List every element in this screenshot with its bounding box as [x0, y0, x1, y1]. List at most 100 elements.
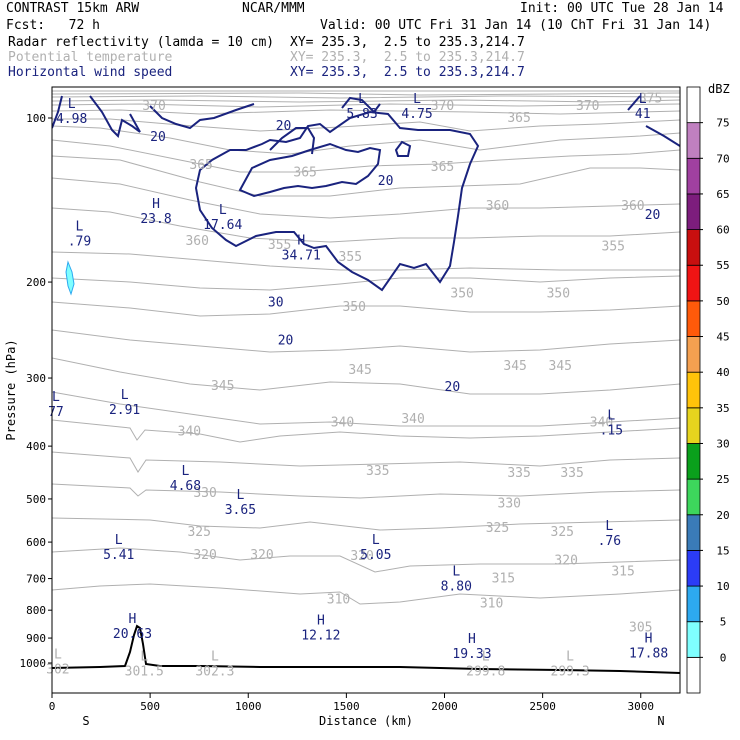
extremum-kind: L [76, 220, 84, 235]
theta-contour [52, 301, 680, 317]
colorbar-label: 55 [716, 259, 729, 272]
wind-contour-loop-small [394, 140, 412, 157]
theta-label: 355 [268, 238, 291, 253]
theta-contour [52, 391, 680, 427]
theta-contour [52, 483, 680, 499]
colorbar-label: 5 [720, 616, 727, 629]
extremum-value: 4.98 [56, 112, 87, 127]
extremum-value: 299.3 [551, 665, 590, 680]
plot-frame [51, 86, 681, 694]
extremum-kind: L [211, 650, 219, 665]
extremum-value: 41 [635, 107, 651, 122]
extremum-value: 299.8 [466, 665, 505, 680]
wind-contour-label: 20 [445, 380, 461, 395]
theta-label: 350 [342, 300, 365, 315]
theta-contours [52, 90, 680, 605]
theta-label: 340 [401, 412, 424, 427]
theta-label: 345 [211, 379, 234, 394]
y-tick-label: 200 [26, 276, 46, 289]
wind-contour-30 [238, 142, 382, 198]
theta-label: 335 [560, 466, 583, 481]
extremum-kind: L [482, 650, 490, 665]
wind-contour-label: 30 [268, 295, 284, 310]
theta-contour [52, 583, 680, 605]
extremum-value: 2.91 [109, 403, 140, 418]
colorbar-label: 15 [716, 544, 729, 557]
colorbar: 0 5 10 15 20 25 30 35 40 45 50 55 60 65 70 75 [686, 86, 730, 694]
extremum-kind: H [468, 632, 476, 647]
theta-label: 360 [621, 199, 644, 214]
wind-contour-20-main [194, 110, 480, 292]
y-tick-label: 800 [26, 604, 46, 617]
theta-contour [52, 517, 680, 531]
colorbar-swatch [686, 336, 701, 373]
terrain-line [52, 624, 680, 674]
y-tick-label: 1000 [20, 657, 47, 670]
colorbar-swatch [686, 621, 701, 658]
colorbar-label: 25 [716, 473, 729, 486]
wind-contour-label: 20 [278, 334, 294, 349]
colorbar-label: 20 [716, 509, 729, 522]
theta-contour [52, 109, 680, 115]
extremum-value: 4.75 [401, 107, 432, 122]
colorbar-label: 30 [716, 437, 729, 450]
extremum-kind: L [452, 565, 460, 580]
colorbar-label: 50 [716, 295, 729, 308]
x-tick-label: 2000 [431, 700, 458, 713]
colorbar-swatch [686, 86, 701, 124]
extremum-kind: L [182, 464, 190, 479]
theta-label: 345 [503, 359, 526, 374]
theta-contour [52, 451, 680, 473]
extremum-kind: H [297, 234, 305, 249]
colorbar-swatch [686, 264, 701, 302]
extremum-value: 17.64 [203, 218, 242, 233]
theta-label: 335 [507, 466, 530, 481]
y-tick-label: 400 [26, 440, 46, 453]
extremum-kind: H [152, 197, 160, 212]
colorbar-swatch [686, 122, 701, 159]
theta-label: 315 [611, 565, 634, 580]
extremum-kind: L [358, 92, 366, 107]
extremum-value: .79 [68, 235, 91, 250]
y-axis: 100 200 300 400 500 600 700 800 900 1000 [20, 112, 52, 670]
colorbar-swatch [686, 229, 701, 266]
theta-label: 350 [450, 287, 473, 302]
wind-contour-upper-left-b [149, 103, 255, 130]
x-tick-label: 500 [140, 700, 160, 713]
x-axis-start-label: S [82, 714, 89, 728]
theta-contour [52, 118, 680, 132]
wind-contour-right-edge [627, 95, 680, 147]
theta-contour [52, 155, 680, 197]
theta-label: 360 [486, 199, 509, 214]
theta-label: 335 [366, 464, 389, 479]
wind-contour-label: 20 [378, 174, 394, 189]
field-wind-name: Horizontal wind speed [8, 65, 173, 80]
theta-label: 320 [193, 548, 216, 563]
extremum-value: 5.05 [360, 548, 391, 563]
theta-label: 330 [193, 486, 216, 501]
extremum-value: 5.83 [346, 107, 377, 122]
extremum-kind: L [52, 390, 60, 405]
terrain-profile [52, 624, 680, 674]
extremum-value: 34.71 [282, 249, 321, 264]
colorbar-label: 75 [716, 117, 729, 130]
x-axis-end-label: N [657, 714, 664, 728]
theta-contour [52, 547, 680, 573]
y-tick-label: 700 [26, 573, 46, 586]
theta-label: 365 [507, 111, 530, 126]
theta-label: 355 [602, 239, 625, 254]
y-tick-label: 600 [26, 536, 46, 549]
theta-label: 365 [293, 166, 316, 181]
theta-contour [52, 139, 680, 173]
colorbar-label: 0 [720, 651, 727, 664]
field-theta-xy: XY= 235.3, 2.5 to 235.3,214.7 [290, 50, 525, 65]
wind-contour-left-edge [52, 95, 63, 129]
x-tick-label: 1500 [333, 700, 360, 713]
extremum-value: .76 [598, 534, 621, 549]
theta-label: 330 [498, 497, 521, 512]
wind-contour-20-inner [269, 127, 316, 155]
extremum-kind: H [317, 613, 325, 628]
y-tick-label: 900 [26, 632, 46, 645]
wind-contour-label: 20 [645, 208, 661, 223]
reflectivity-cell [65, 260, 75, 296]
